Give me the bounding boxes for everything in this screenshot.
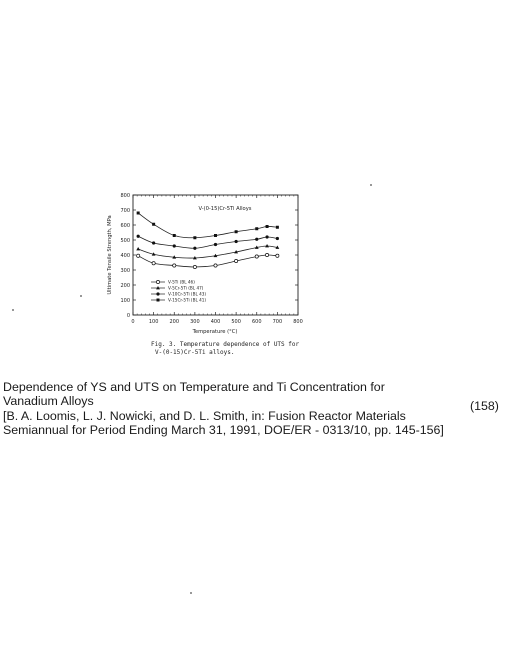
x-tick-label: 100 [149, 319, 159, 325]
legend-label: V-5Cr-5Ti (BL 47) [168, 286, 204, 291]
scan-speck [80, 295, 82, 297]
data-point [254, 245, 259, 249]
x-axis-label: Temperature (°C) [192, 329, 238, 335]
data-point [214, 234, 217, 237]
data-point [172, 234, 176, 237]
data-point [265, 235, 269, 239]
figure-caption: Fig. 3. Temperature dependence of UTS fo… [151, 341, 321, 357]
data-point [213, 242, 218, 247]
data-point [213, 263, 218, 268]
data-point [275, 225, 279, 229]
data-point [156, 286, 160, 290]
data-point [156, 298, 160, 302]
scan-speck [12, 309, 14, 311]
x-tick-label: 200 [169, 319, 179, 325]
data-point [213, 253, 218, 258]
data-point [275, 253, 280, 258]
y-tick-label: 0 [127, 313, 130, 319]
y-tick-label: 600 [120, 223, 130, 229]
citation-line2: Semiannual for Period Ending March 31, 1… [3, 422, 444, 437]
x-tick-label: 0 [131, 319, 134, 325]
figure-caption-line2: V-(0-15)Cr-5Ti alloys. [155, 349, 235, 356]
data-point [234, 259, 239, 263]
y-tick-label: 100 [120, 298, 130, 304]
data-point [151, 261, 156, 266]
data-point [152, 241, 156, 245]
data-point [136, 253, 141, 258]
x-tick-label: 400 [211, 319, 221, 325]
data-point [255, 227, 259, 231]
legend-label: V-5Ti (BL 46) [168, 280, 195, 285]
data-point [156, 292, 160, 296]
reference-number: (158) [470, 399, 499, 413]
data-point [255, 237, 259, 241]
y-tick-label: 300 [120, 268, 130, 274]
data-point [265, 253, 270, 257]
y-axis-label: Ultimate Tensile Strength, MPa [107, 215, 113, 294]
y-tick-label: 200 [120, 283, 130, 289]
uts-chart: 0 100 200 300 400 500 600 700 800 0 100 200 300 400 50… [107, 193, 303, 335]
x-tick-label: 800 [293, 319, 303, 325]
y-tick-label: 700 [120, 208, 130, 214]
data-point [193, 236, 197, 240]
scan-speck [190, 592, 192, 594]
series-line [137, 212, 278, 239]
data-point [234, 250, 239, 254]
scan-speck [370, 184, 372, 186]
y-tick-label: 500 [120, 238, 130, 244]
chart-title: V-(0-15)Cr-5Ti Alloys [198, 206, 251, 212]
data-point [152, 222, 156, 226]
data-point [265, 244, 269, 248]
data-point [136, 211, 140, 215]
citation-line1: [B. A. Loomis, L. J. Nowicki, and D. L. … [3, 408, 406, 423]
data-point [275, 245, 280, 249]
data-point [136, 247, 141, 251]
data-point [265, 225, 269, 228]
x-tick-label: 700 [273, 319, 283, 325]
data-point [172, 255, 177, 259]
data-point [156, 280, 160, 284]
description-block: Dependence of YS and UTS on Temperature … [3, 380, 463, 437]
data-point [151, 252, 156, 256]
legend-label: V-15Cr-5Ti (BL 41) [168, 298, 206, 303]
data-point [193, 246, 197, 250]
x-tick-label: 600 [252, 319, 262, 325]
data-point [192, 256, 197, 260]
data-point [172, 244, 176, 248]
data-point [275, 236, 279, 241]
x-tick-label: 300 [190, 319, 200, 325]
y-tick-label: 400 [120, 253, 130, 259]
legend-label: V-10Cr-5Ti (BL 43) [168, 292, 206, 297]
x-tick-label: 500 [231, 319, 241, 325]
description-line2: Vanadium Alloys [3, 394, 94, 409]
data-point [234, 230, 238, 234]
data-point [136, 234, 140, 238]
description-line1: Dependence of YS and UTS on Temperature … [3, 380, 385, 394]
y-tick-label: 800 [120, 193, 130, 199]
figure-caption-line1: Fig. 3. Temperature dependence of UTS fo… [151, 341, 300, 348]
data-point [192, 265, 197, 269]
data-point [234, 239, 238, 244]
data-point [254, 254, 259, 259]
data-point [172, 263, 177, 268]
